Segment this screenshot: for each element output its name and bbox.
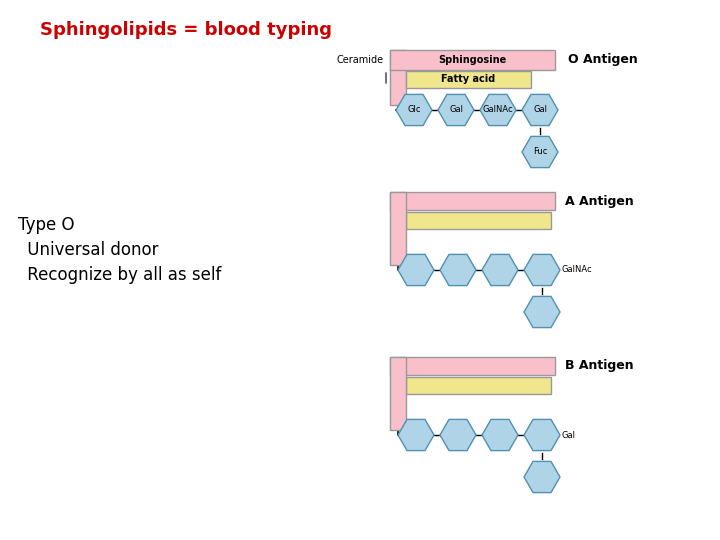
Bar — [406, 71, 531, 88]
Text: Recognize by all as self: Recognize by all as self — [22, 266, 221, 284]
Polygon shape — [480, 94, 516, 126]
Text: Sphingolipids = blood typing: Sphingolipids = blood typing — [40, 21, 332, 39]
Polygon shape — [482, 420, 518, 450]
Text: GalNAc: GalNAc — [482, 105, 513, 114]
Bar — [390, 357, 555, 375]
Polygon shape — [482, 254, 518, 286]
Polygon shape — [522, 94, 558, 126]
Text: Universal donor: Universal donor — [22, 241, 158, 259]
Bar — [390, 192, 555, 210]
Polygon shape — [524, 296, 560, 328]
Polygon shape — [438, 94, 474, 126]
Text: Type O: Type O — [18, 216, 74, 234]
Polygon shape — [396, 94, 432, 126]
Text: Gal: Gal — [533, 105, 547, 114]
Text: Gal: Gal — [562, 430, 576, 440]
Bar — [390, 50, 406, 105]
Text: A Antigen: A Antigen — [565, 194, 634, 207]
Polygon shape — [524, 254, 560, 286]
Text: O Antigen: O Antigen — [568, 53, 638, 66]
Text: B Antigen: B Antigen — [565, 360, 634, 373]
Bar — [390, 192, 406, 265]
Text: GalNAc: GalNAc — [562, 266, 593, 274]
Text: Fatty acid: Fatty acid — [441, 75, 495, 84]
Text: Fuc: Fuc — [533, 147, 547, 157]
Polygon shape — [524, 420, 560, 450]
Polygon shape — [440, 420, 476, 450]
Text: Ceramide: Ceramide — [337, 55, 384, 65]
Polygon shape — [440, 254, 476, 286]
Text: Sphingosine: Sphingosine — [438, 55, 507, 65]
Polygon shape — [522, 137, 558, 167]
Bar — [406, 212, 551, 229]
Bar — [390, 357, 406, 430]
Polygon shape — [398, 420, 434, 450]
Text: Gal: Gal — [449, 105, 463, 114]
Bar — [390, 50, 555, 70]
Bar — [406, 377, 551, 394]
Text: Glc: Glc — [408, 105, 420, 114]
Polygon shape — [398, 254, 434, 286]
Polygon shape — [524, 461, 560, 492]
